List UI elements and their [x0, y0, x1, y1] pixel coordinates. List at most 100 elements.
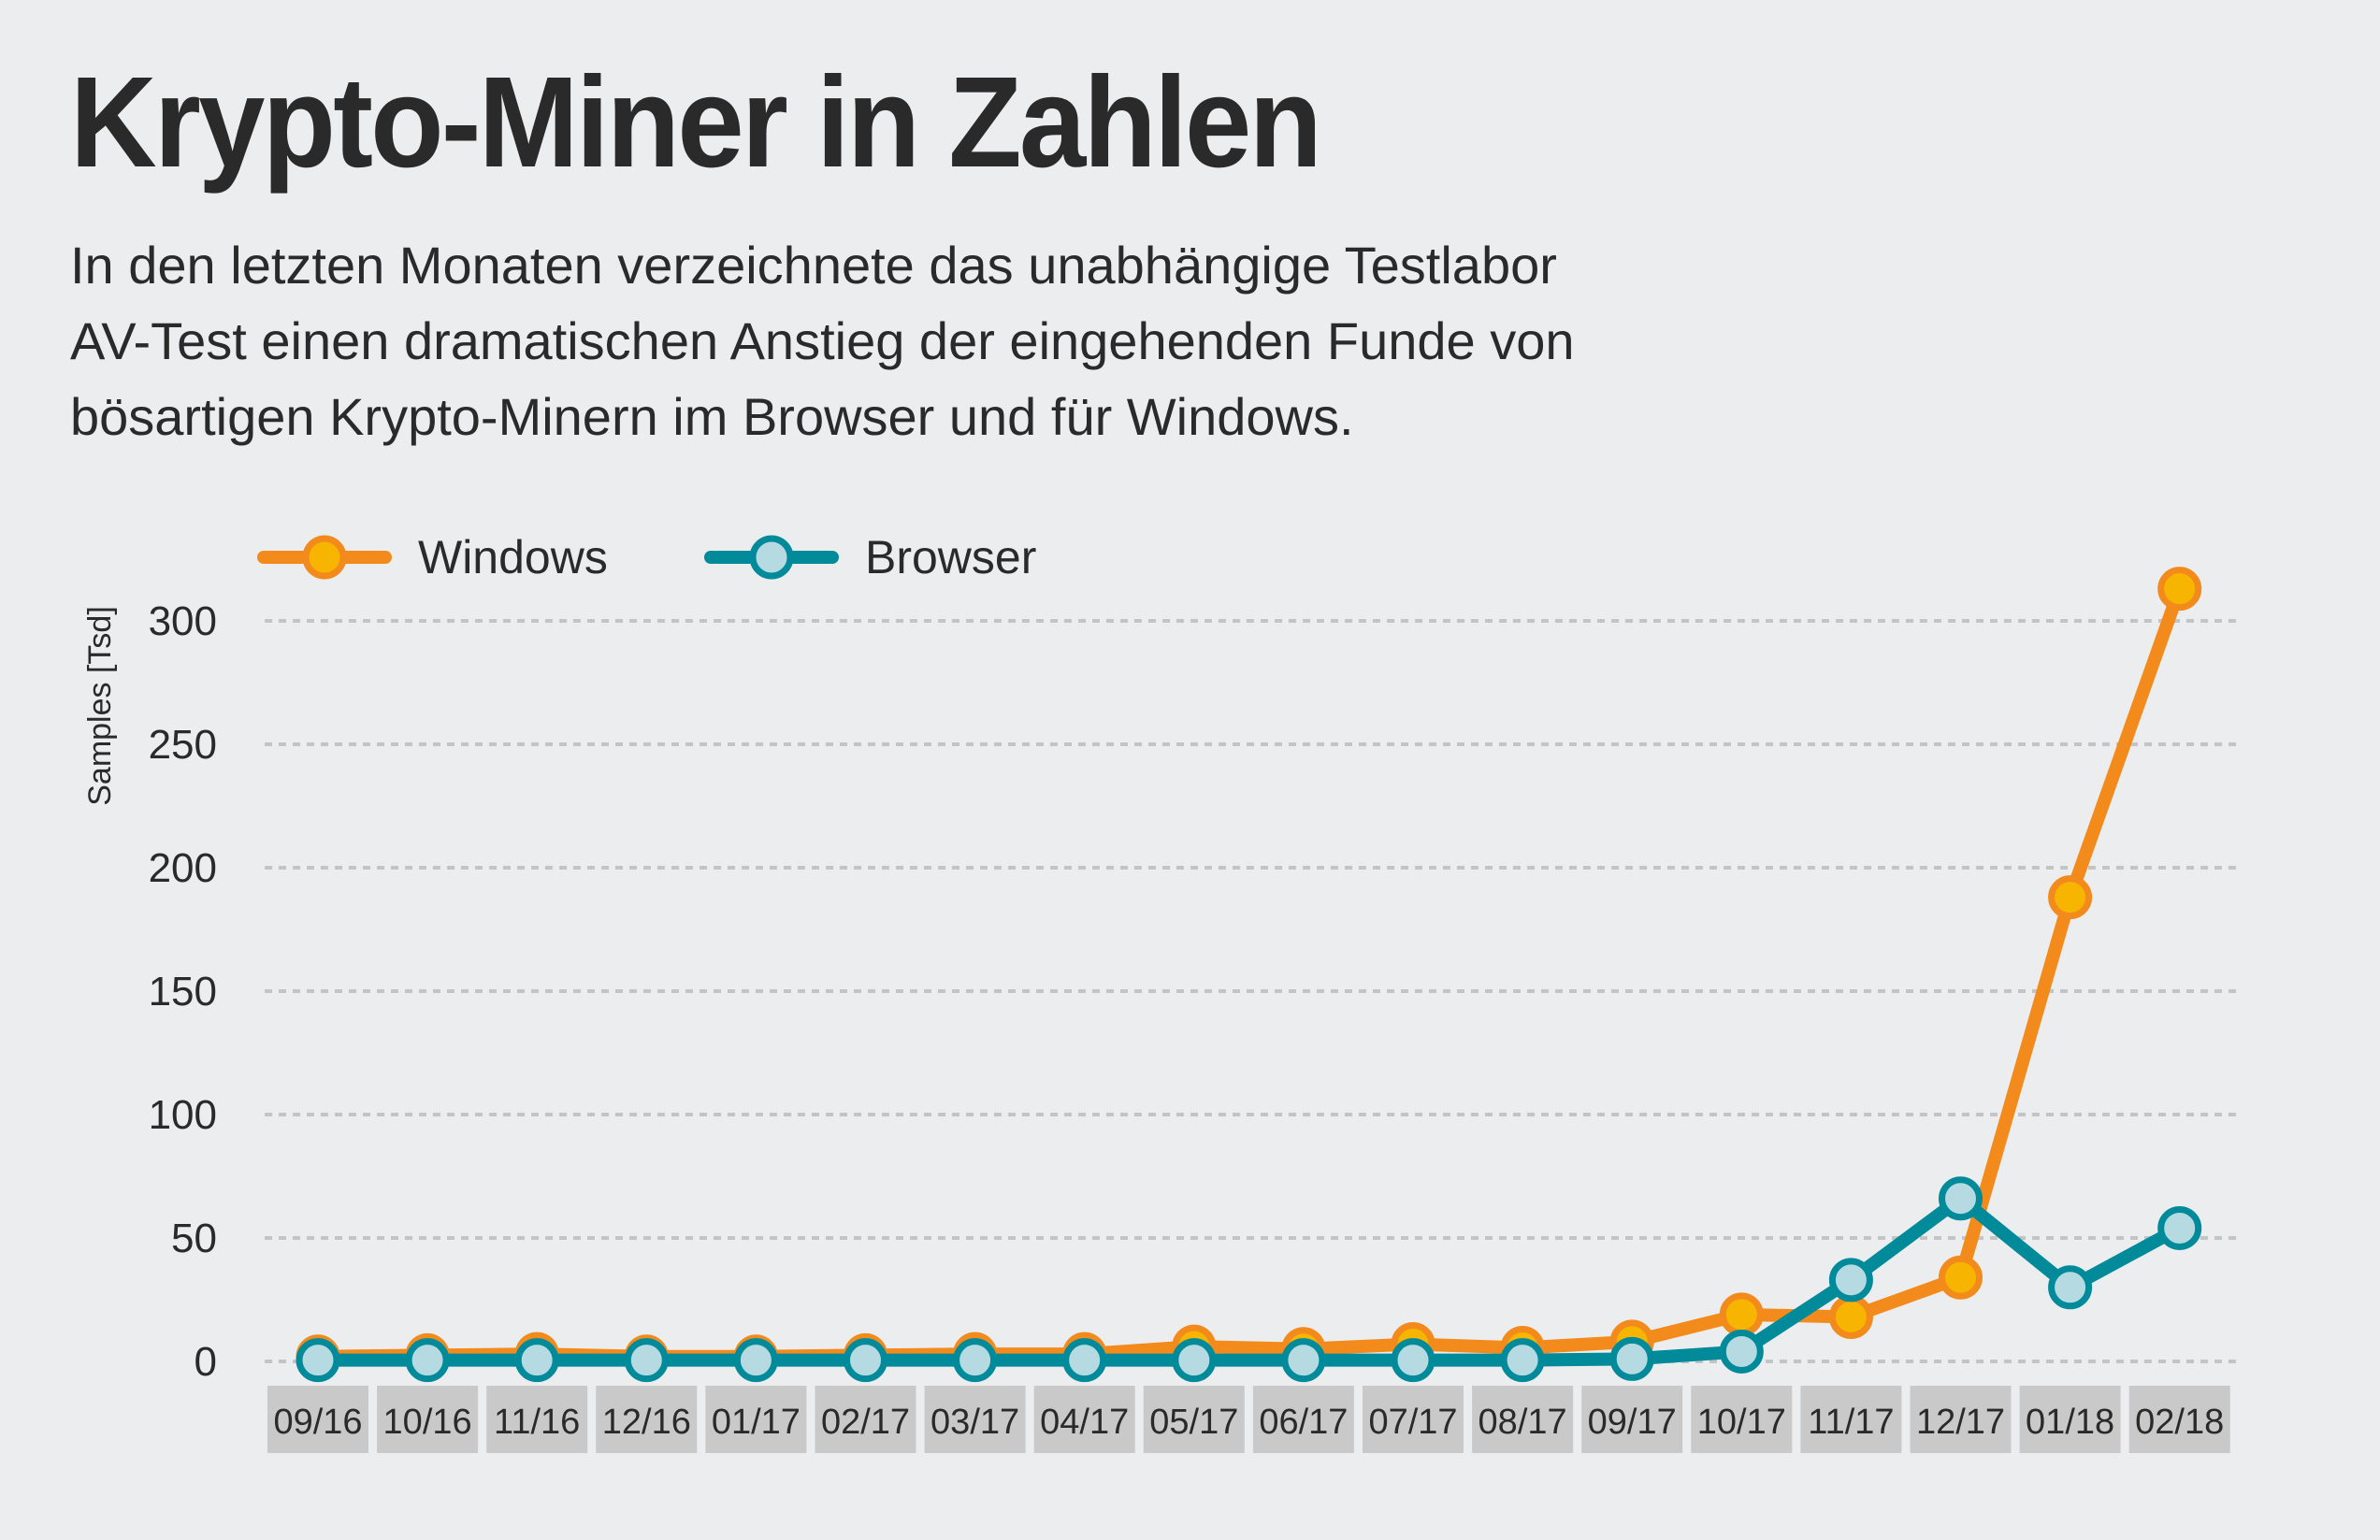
x-tick-box [267, 1386, 368, 1453]
data-point [1172, 1338, 1217, 1383]
x-tick: 01/18 [2019, 1386, 2121, 1453]
x-tick-label: 10/17 [1697, 1403, 1786, 1442]
x-tick-box [486, 1386, 588, 1453]
data-point [1828, 1258, 1873, 1303]
x-tick-box [1691, 1386, 1793, 1453]
x-tick-label: 05/17 [1149, 1403, 1238, 1442]
data-point [2157, 567, 2202, 612]
x-tick: 02/18 [2128, 1386, 2230, 1453]
legend: Windows Browser [257, 531, 1036, 583]
legend-item-windows: Windows [257, 531, 608, 583]
data-point [2157, 1205, 2202, 1250]
x-tick-label: 06/17 [1259, 1403, 1348, 1442]
x-tick-box [815, 1386, 916, 1453]
data-point [1609, 1336, 1654, 1381]
x-tick-box [1581, 1386, 1683, 1453]
x-tick: 12/17 [1910, 1386, 2012, 1453]
x-tick-box [596, 1386, 698, 1453]
data-point [514, 1338, 559, 1383]
x-tick-label: 04/17 [1040, 1403, 1129, 1442]
data-point [2048, 875, 2093, 920]
data-point [624, 1338, 669, 1383]
series-windows [296, 567, 2202, 1379]
x-tick: 11/16 [486, 1386, 588, 1453]
x-tick-box [1143, 1386, 1245, 1453]
data-point [953, 1338, 998, 1383]
x-tick-label: 02/18 [2135, 1403, 2224, 1442]
x-tick: 06/17 [1252, 1386, 1354, 1453]
x-tick-label: 02/17 [821, 1403, 910, 1442]
legend-label: Windows [418, 531, 608, 583]
x-tick-label: 12/17 [1916, 1403, 2005, 1442]
x-tick-label: 01/17 [712, 1403, 801, 1442]
y-tick-label: 250 [149, 722, 217, 768]
x-tick: 10/16 [377, 1386, 479, 1453]
x-tick-label: 11/17 [1808, 1403, 1894, 1442]
legend-item-browser: Browser [704, 531, 1036, 583]
y-tick-label: 0 [195, 1339, 217, 1385]
x-tick: 09/17 [1581, 1386, 1683, 1453]
x-tick-box [1800, 1386, 1902, 1453]
gridlines [265, 619, 2237, 1363]
y-tick-label: 150 [149, 969, 217, 1015]
x-tick-box [2128, 1386, 2230, 1453]
y-tick-label: 100 [149, 1092, 217, 1138]
x-tick: 04/17 [1033, 1386, 1135, 1453]
y-tick-label: 50 [171, 1216, 217, 1261]
x-tick: 05/17 [1143, 1386, 1245, 1453]
subtitle-line: bösartigen Krypto-Minern im Browser und … [70, 387, 1354, 446]
x-tick-box [2019, 1386, 2121, 1453]
y-tick-label: 300 [149, 598, 217, 644]
chart-subtitle: In den letzten Monaten verzeichnete das … [70, 227, 1894, 454]
x-tick-box [377, 1386, 479, 1453]
data-point [1500, 1338, 1545, 1383]
legend-marker-icon [749, 535, 794, 580]
x-tick-box [705, 1386, 807, 1453]
x-tick: 11/17 [1800, 1386, 1902, 1453]
y-axis-label: Samples [Tsd] [82, 606, 118, 806]
data-point [1939, 1255, 1983, 1300]
x-tick-box [1363, 1386, 1464, 1453]
data-point [1939, 1176, 1983, 1221]
y-axis: 0 50 100 150 200 250 300 [149, 598, 217, 1385]
x-tick: 10/17 [1691, 1386, 1793, 1453]
subtitle-line: AV-Test einen dramatischen Anstieg der e… [70, 311, 1575, 370]
legend-label: Browser [865, 531, 1036, 583]
x-tick-box [1252, 1386, 1354, 1453]
data-point [1062, 1338, 1107, 1383]
x-tick-box [1033, 1386, 1135, 1453]
x-tick-label: 11/16 [494, 1403, 580, 1442]
data-point [1391, 1338, 1435, 1383]
data-point [2048, 1265, 2093, 1310]
series-line-browser [311, 1191, 2186, 1367]
data-point [1719, 1329, 1764, 1374]
x-tick: 02/17 [815, 1386, 916, 1453]
legend-marker-icon [302, 535, 347, 580]
x-tick: 09/16 [267, 1386, 368, 1453]
x-tick: 07/17 [1363, 1386, 1464, 1453]
subtitle-line: In den letzten Monaten verzeichnete das … [70, 236, 1557, 295]
x-tick: 12/16 [596, 1386, 698, 1453]
x-tick: 01/17 [705, 1386, 807, 1453]
x-tick-label: 09/17 [1588, 1403, 1677, 1442]
x-tick-box [1472, 1386, 1574, 1453]
y-tick-label: 200 [149, 845, 217, 891]
series-group [296, 567, 2202, 1383]
x-tick-label: 01/18 [2026, 1403, 2114, 1442]
x-tick-label: 07/17 [1368, 1403, 1457, 1442]
data-point [1281, 1338, 1326, 1383]
x-tick-label: 09/16 [273, 1403, 362, 1442]
data-point [1719, 1292, 1764, 1337]
x-tick-box [1910, 1386, 2012, 1453]
chart-title: Krypto-Miner in Zahlen [70, 50, 1322, 194]
data-point [405, 1338, 450, 1383]
x-tick-label: 08/17 [1478, 1403, 1567, 1442]
x-tick-label: 10/16 [383, 1403, 472, 1442]
data-point [733, 1338, 778, 1383]
data-point [844, 1338, 887, 1383]
data-point [1828, 1294, 1873, 1339]
x-tick-box [924, 1386, 1026, 1453]
x-tick: 03/17 [924, 1386, 1026, 1453]
x-tick-label: 12/16 [602, 1403, 691, 1442]
